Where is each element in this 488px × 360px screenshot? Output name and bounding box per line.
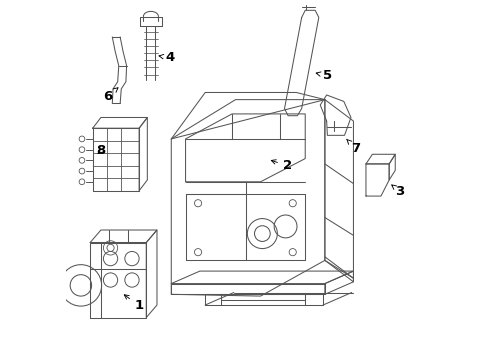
Text: 3: 3 (391, 185, 404, 198)
Text: 2: 2 (271, 159, 291, 172)
Text: 1: 1 (124, 295, 143, 312)
Text: 4: 4 (159, 51, 175, 64)
Text: 5: 5 (316, 69, 331, 82)
Text: 7: 7 (346, 139, 360, 155)
Text: 8: 8 (96, 144, 105, 157)
Text: 6: 6 (103, 88, 118, 103)
